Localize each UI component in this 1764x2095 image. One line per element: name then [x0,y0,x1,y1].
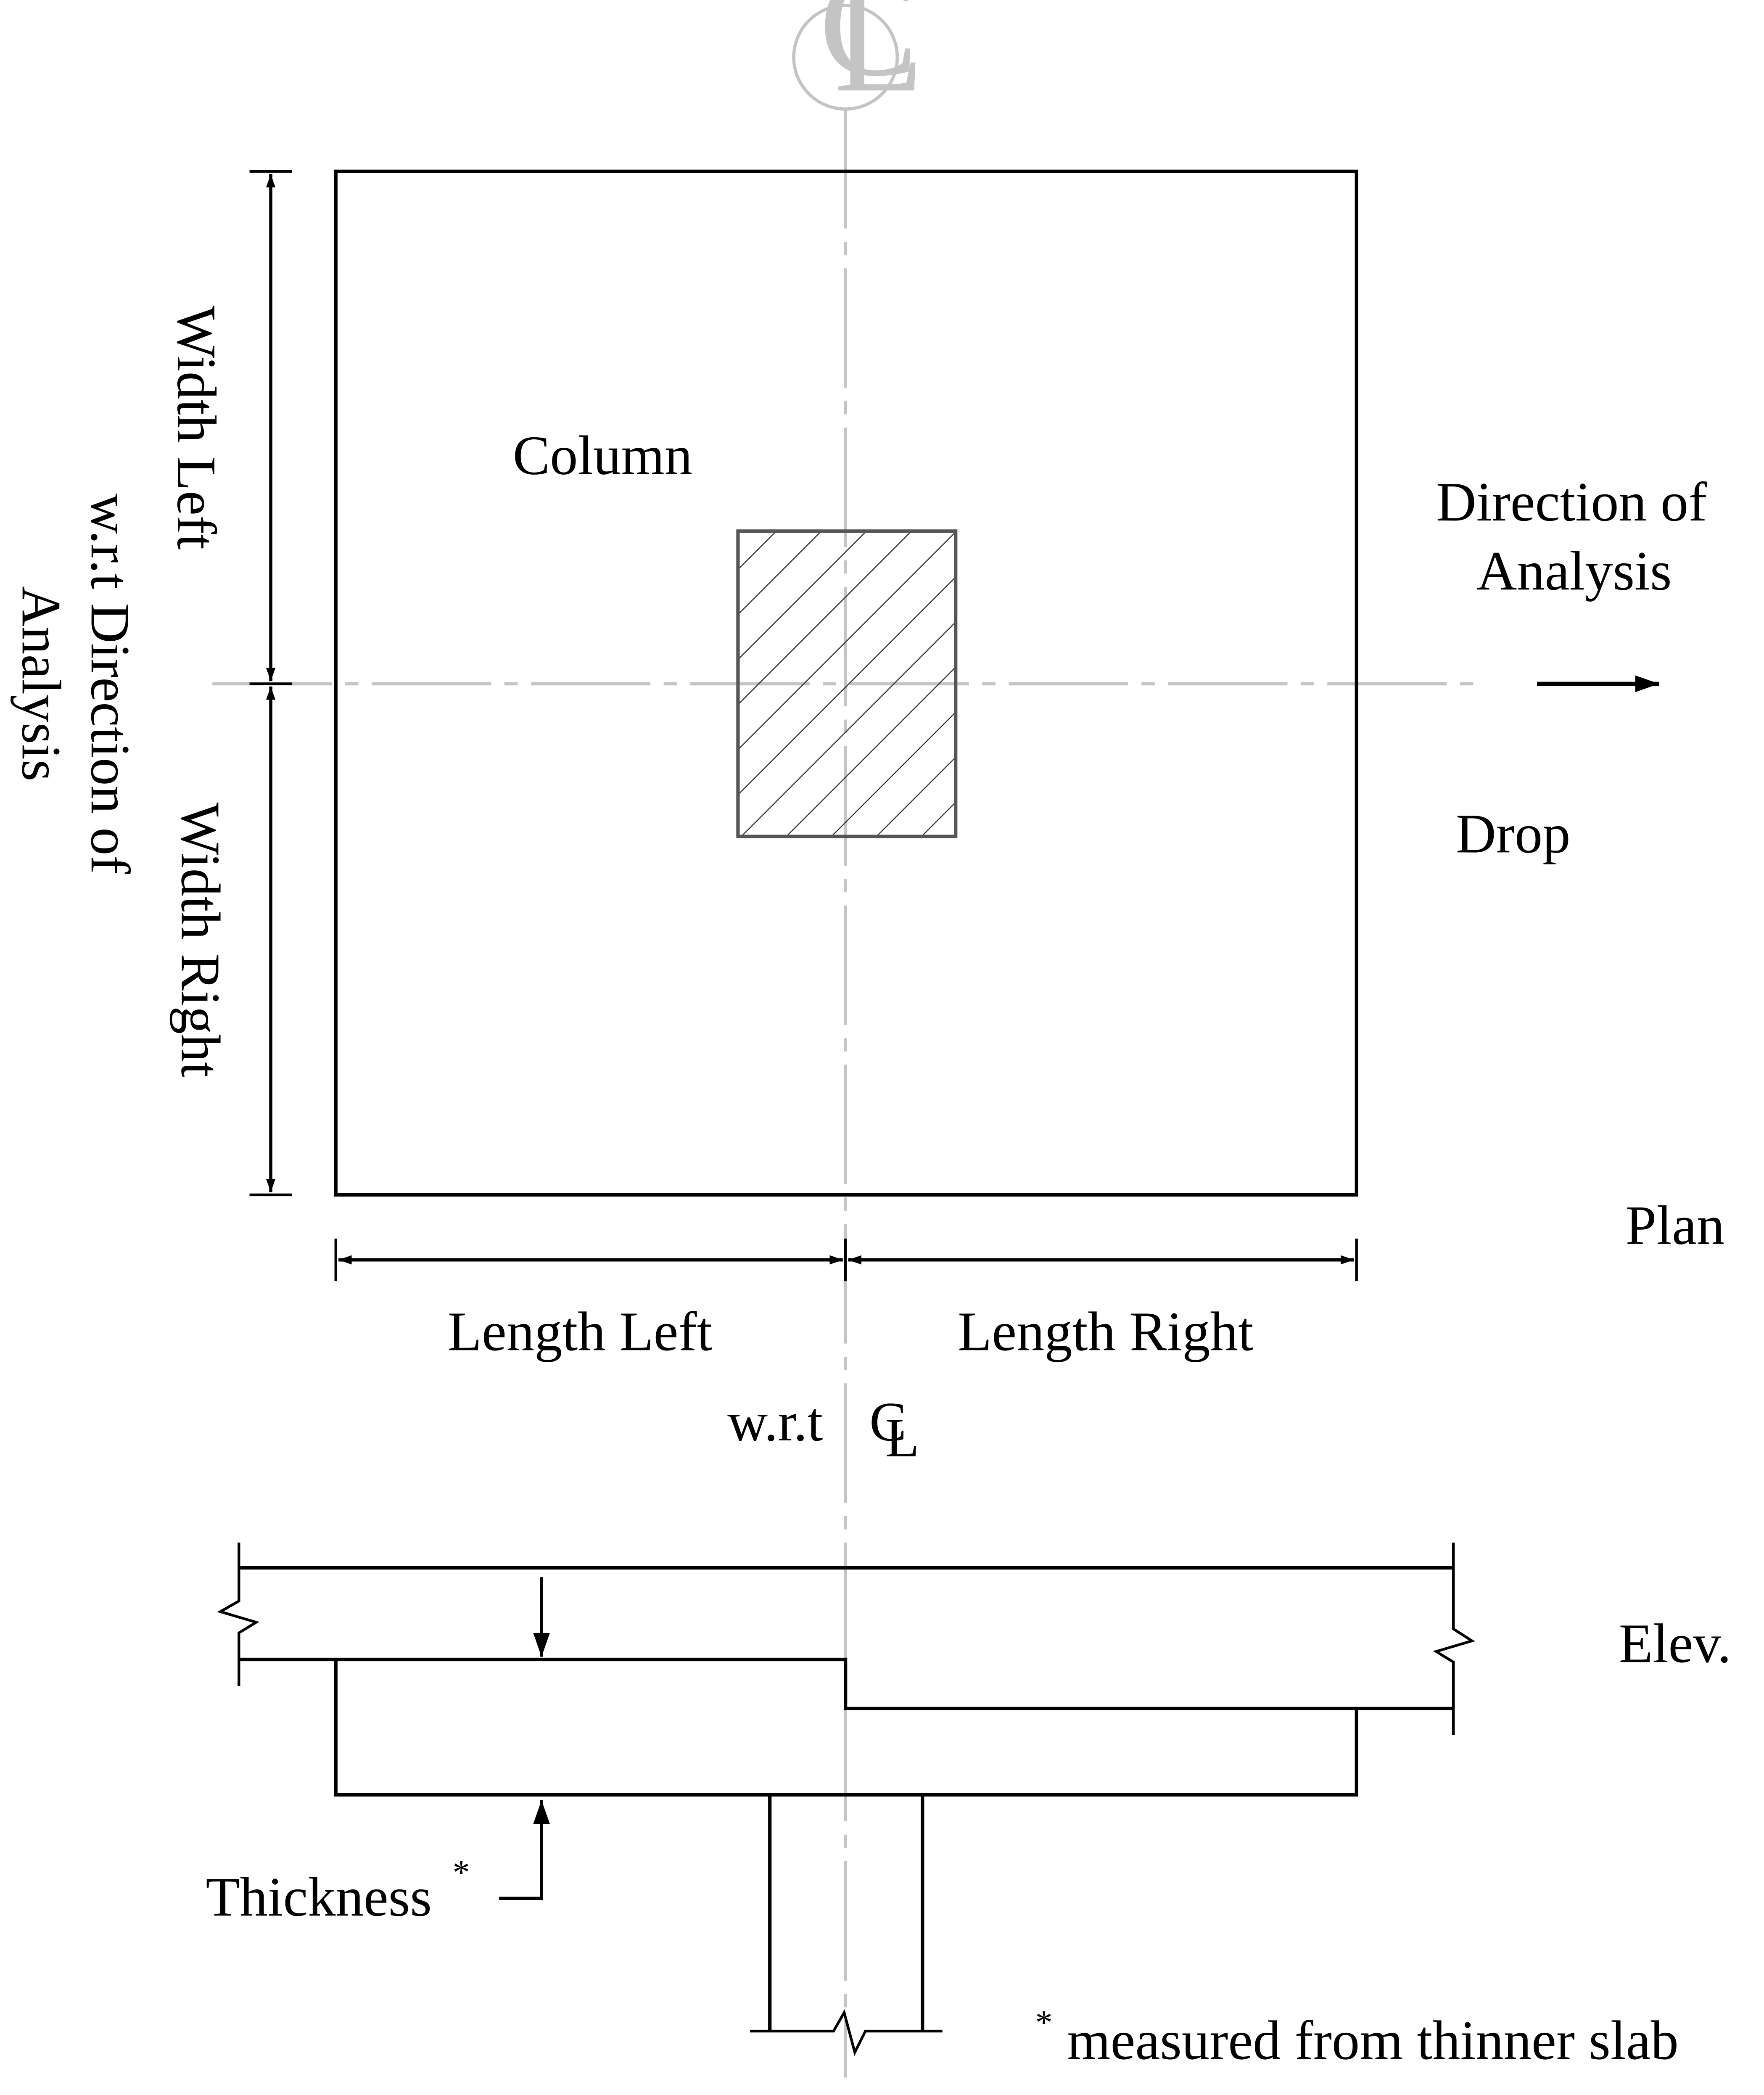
centerline-symbol-l: L [834,0,924,123]
thickness-asterisk: * [453,1853,470,1892]
column-section [750,1795,943,2056]
drop-panel-section [334,1659,1358,1797]
length-right-label: Length Right [958,1300,1254,1362]
width-right-label: Width Right [170,803,232,1078]
column-hatched [736,529,958,838]
plan-label: Plan [1626,1194,1725,1256]
drop-label: Drop [1456,803,1571,864]
elevation-view [217,1543,1475,2056]
wrt-direction-label-line1: w.r.t Direction of [79,494,141,874]
column-break-line [750,2009,943,2056]
thickness-leader [499,1800,550,1900]
inline-cl-l: L [885,1407,919,1469]
slab-profile [239,1566,1454,1710]
wrt-cl-label: w.r.t [727,1391,823,1453]
footnote-label: measured from thinner slab [1067,2009,1678,2071]
elev-label: Elev. [1619,1612,1732,1674]
column-label: Column [513,425,692,486]
thickness-label: Thickness [206,1866,432,1928]
right-break-line [1433,1543,1475,1735]
footnote-asterisk: * [1035,2003,1053,2041]
centerline-symbol-inline: C L [869,1391,919,1469]
centerline-symbol-top: C L [792,0,924,123]
centerline-symbol-c: C [819,0,918,107]
plan-view [249,169,1659,1281]
length-left-label: Length Left [448,1300,713,1362]
inline-cl-c: C [869,1391,906,1453]
direction-label-line1: Direction of [1436,471,1707,533]
width-dimension [249,170,292,1197]
drop-panel-outline [334,169,1358,1197]
wrt-direction-label-line2: Analysis [11,586,72,781]
left-break-line [217,1543,260,1686]
width-left-label: Width Left [166,306,227,550]
length-dimension [334,1239,1358,1281]
centerlines: C L [212,0,1480,2078]
direction-label-line2: Analysis [1476,540,1672,602]
